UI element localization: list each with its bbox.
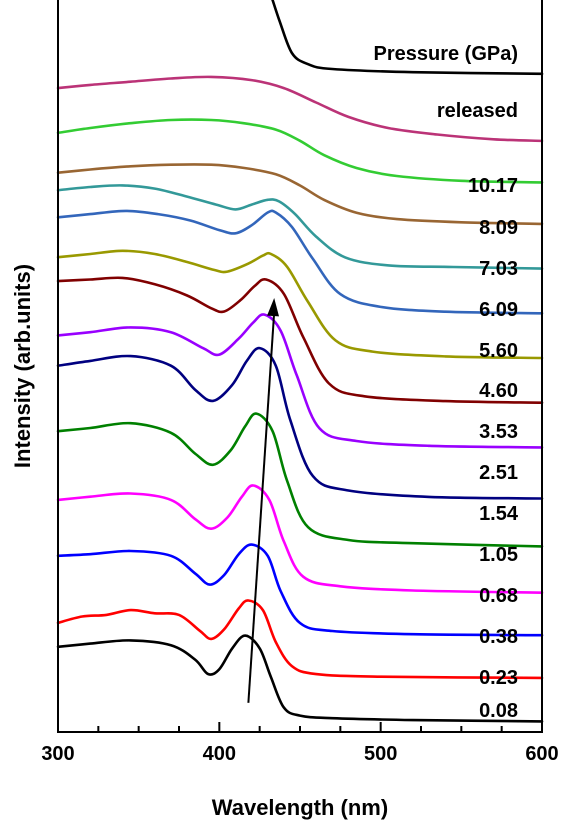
x-tick-label: 600 — [525, 743, 558, 765]
spectrum-line-8 — [56, 276, 544, 404]
x-tick-label: 500 — [364, 743, 397, 765]
spectrum-line-13 — [56, 118, 544, 184]
spectrum-line-3 — [56, 543, 544, 637]
x-axis-label: Wavelength (nm) — [212, 795, 388, 820]
series-label: 6.09 — [479, 299, 518, 321]
spectrum-line-9 — [56, 249, 544, 360]
series-label: 4.60 — [479, 380, 518, 402]
series-label: 10.17 — [468, 175, 518, 197]
spectrum-line-6 — [56, 346, 544, 500]
series-label: 1.54 — [479, 503, 519, 525]
spectrum-line-10 — [56, 209, 544, 315]
legend-title: Pressure (GPa) — [373, 43, 518, 65]
series-label: released — [437, 100, 518, 122]
trend-arrow-shaft — [247, 311, 276, 703]
spectrum-line-1 — [56, 634, 544, 723]
series-labels: Pressure (GPa) released 10.17 8.09 7.03 6.09 5… — [373, 43, 518, 722]
series-label: 0.08 — [479, 700, 518, 722]
plot-area — [56, 0, 544, 723]
series-label: 7.03 — [479, 258, 518, 280]
series-label: 0.38 — [479, 626, 518, 648]
spectrum-line-14 — [56, 75, 544, 143]
spectrum-line-11 — [56, 184, 544, 270]
x-tick-label: 300 — [41, 743, 74, 765]
series-label: 3.53 — [479, 421, 518, 443]
series-label: 5.60 — [479, 340, 518, 362]
spectrum-line-5 — [56, 412, 544, 548]
series-label: 2.51 — [479, 462, 518, 484]
series-label: 0.23 — [479, 667, 518, 689]
spectrum-line-7 — [56, 313, 544, 449]
spectrum-line-15 — [271, 0, 544, 76]
series-label: 0.68 — [479, 585, 518, 607]
spectrum-line-4 — [56, 484, 544, 594]
spectrum-line-2 — [56, 599, 544, 680]
series-label: 1.05 — [479, 544, 518, 566]
trend-arrow-head — [267, 298, 280, 317]
spectrum-line-12 — [56, 163, 544, 226]
y-axis-label: Intensity (arb.units) — [10, 264, 35, 468]
axes: 300 400 500 600 — [41, 0, 559, 765]
x-tick-label: 400 — [203, 743, 236, 765]
series-label: 8.09 — [479, 217, 518, 239]
